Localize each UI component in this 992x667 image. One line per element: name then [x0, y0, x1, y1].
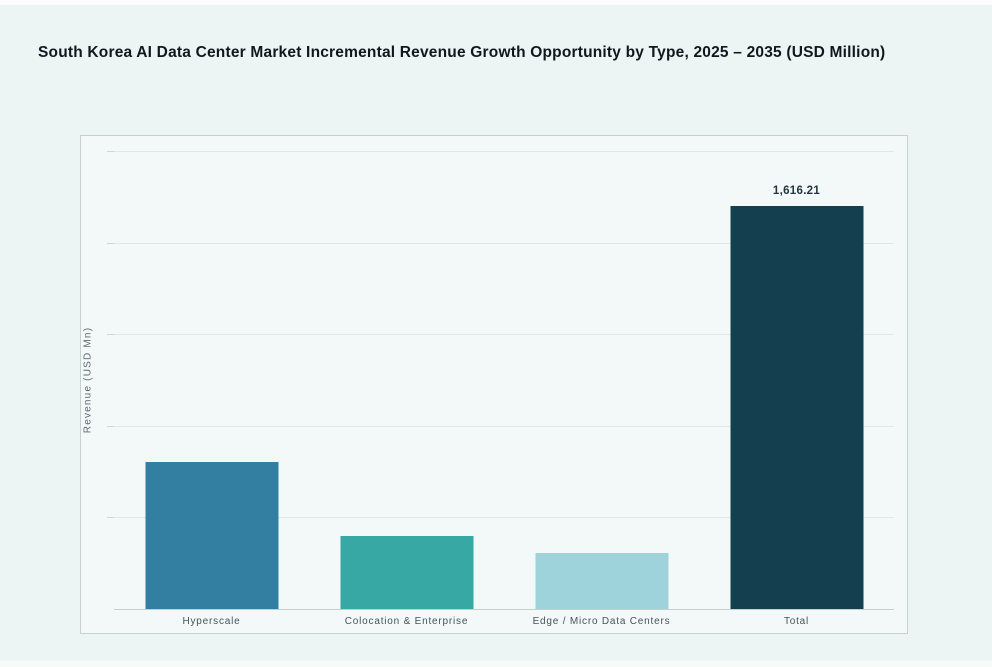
bar-slot-total: 1,616.21: [699, 151, 894, 609]
gridline: [107, 334, 894, 336]
chart-panel: Revenue (USD Mn) 1,616.21 Hyperscale Colo…: [80, 135, 908, 634]
bars-layer: 1,616.21: [114, 151, 894, 609]
bar-colocation-enterprise[interactable]: [340, 536, 473, 609]
y-axis-tick: [107, 242, 114, 244]
bar-value-label-total: 1,616.21: [772, 185, 821, 198]
gridline: [107, 517, 894, 519]
y-axis-tick: [107, 334, 114, 336]
y-axis-tick: [107, 517, 114, 519]
y-axis-tick: [107, 151, 114, 152]
x-axis-label-total: Total: [783, 616, 810, 627]
y-axis-tick: [107, 425, 114, 427]
x-axis-labels: Hyperscale Colocation & Enterprise Edge / …: [114, 616, 894, 632]
bar-hyperscale[interactable]: [145, 461, 278, 609]
bar-edge-micro-data-centers[interactable]: [535, 553, 668, 609]
bar-slot-edge-micro-data-centers: [504, 151, 699, 609]
gridline: [107, 425, 894, 427]
y-axis-label: Revenue (USD Mn): [82, 326, 94, 434]
x-axis-label-colocation-enterprise: Colocation & Enterprise: [344, 616, 469, 627]
bar-slot-colocation-enterprise: [309, 151, 504, 609]
chart-title: South Korea AI Data Center Market Increm…: [38, 44, 886, 61]
x-axis-label-hyperscale: Hyperscale: [182, 616, 241, 627]
gridline: [107, 242, 894, 244]
page-top-edge: [0, 0, 992, 5]
gridline: [107, 151, 894, 152]
x-axis-label-edge-micro-data-centers: Edge / Micro Data Centers: [532, 616, 671, 627]
page-bottom-edge: [0, 661, 992, 667]
bar-total[interactable]: [730, 206, 863, 609]
plot-area: Revenue (USD Mn) 1,616.21: [83, 151, 894, 610]
bar-slot-hyperscale: [114, 151, 309, 609]
